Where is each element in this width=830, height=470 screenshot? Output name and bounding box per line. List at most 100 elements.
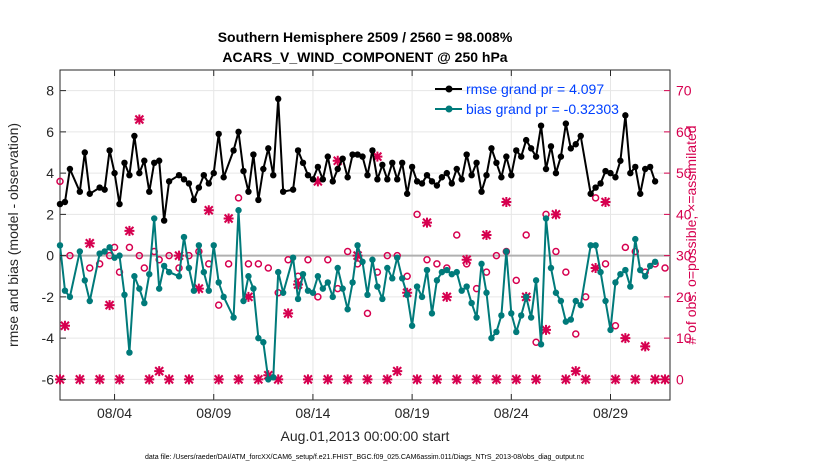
obs-possible-point <box>591 194 600 202</box>
rmse-point <box>428 178 436 185</box>
rmse-point <box>627 169 634 177</box>
bias-point <box>572 297 579 305</box>
obs-assimilated-point <box>531 374 542 385</box>
bias-point <box>220 293 227 301</box>
bias-point <box>155 285 163 292</box>
bias-point <box>314 273 322 280</box>
rmse-point <box>622 112 629 119</box>
rmse-point <box>324 153 332 160</box>
bias-point <box>86 297 93 305</box>
rmse-point <box>86 190 93 197</box>
bias-point <box>215 279 222 286</box>
bias-point <box>403 291 411 299</box>
rmse-point <box>146 188 153 195</box>
obs-assimilated-point <box>421 217 432 228</box>
bias-point <box>423 266 431 274</box>
bias-point <box>527 314 535 321</box>
bias-point <box>513 328 520 336</box>
obs-assimilated-point <box>412 374 423 385</box>
bias-point <box>180 233 188 241</box>
rmse-point <box>552 169 560 177</box>
obs-assimilated-point <box>124 225 135 236</box>
obs-possible-point <box>522 231 530 239</box>
obs-possible-point <box>423 256 431 264</box>
bias-point <box>478 260 485 268</box>
rmse-point <box>468 171 475 179</box>
obs-possible-point <box>661 264 669 272</box>
bias-point <box>141 299 148 307</box>
obs-possible-point <box>254 260 263 268</box>
rmse-point <box>220 174 227 181</box>
rmse-point <box>151 159 158 167</box>
bias-point <box>81 277 88 284</box>
obs-possible-point <box>165 251 173 260</box>
bias-point <box>175 273 183 280</box>
rmse-point <box>478 188 485 195</box>
rmse-point <box>205 180 212 187</box>
rmse-point <box>121 159 128 167</box>
obs-assimilated-point <box>342 374 353 385</box>
rmse-point <box>389 159 396 167</box>
bias-point <box>146 270 153 278</box>
rmse-point <box>612 174 619 181</box>
rmse-point <box>379 161 386 169</box>
bias-point <box>587 242 594 249</box>
y-tick-label-left: 4 <box>46 165 54 181</box>
bias-point <box>438 268 446 276</box>
obs-possible-point <box>512 276 521 285</box>
obs-possible-point <box>125 243 134 252</box>
y-axis-label-right: # of obs: o=possible; ×=assimilated <box>683 125 699 344</box>
obs-assimilated-point <box>560 374 571 385</box>
obs-possible-point <box>433 260 441 268</box>
bias-point <box>210 242 217 249</box>
rmse-point <box>195 184 203 191</box>
rmse-point <box>56 200 64 208</box>
obs-assimilated-point <box>650 374 661 385</box>
bias-point <box>61 287 69 294</box>
y-tick-label-right: 60 <box>676 124 692 140</box>
obs-assimilated-point <box>461 254 472 265</box>
rmse-point <box>542 165 550 173</box>
bias-point <box>632 235 639 243</box>
obs-assimilated-point <box>620 333 631 344</box>
obs-possible-point <box>492 251 501 260</box>
rmse-point <box>488 145 495 152</box>
bias-point <box>101 248 108 255</box>
obs-assimilated-point <box>59 320 70 331</box>
obs-assimilated-point <box>104 300 115 311</box>
rmse-point <box>111 169 118 177</box>
rmse-point <box>185 180 193 187</box>
rmse-point <box>344 174 351 181</box>
bias-point <box>453 268 460 276</box>
bias-point <box>642 273 649 280</box>
obs-assimilated-point <box>630 374 641 385</box>
rmse-point <box>398 159 406 167</box>
bias-point <box>428 310 436 317</box>
rmse-point <box>175 171 183 179</box>
bias-point <box>488 334 495 342</box>
bias-point <box>260 339 267 346</box>
rmse-point <box>180 176 188 183</box>
obs-assimilated-point <box>183 374 194 385</box>
bias-point <box>364 291 371 299</box>
bias-point <box>96 250 103 257</box>
rmse-point <box>562 120 570 127</box>
rmse-point <box>215 130 222 138</box>
rmse-point <box>547 143 555 150</box>
obs-assimilated-point <box>144 374 155 385</box>
bias-point <box>265 376 272 383</box>
obs-assimilated-point <box>322 374 333 385</box>
obs-assimilated-point <box>550 209 561 220</box>
y-tick-label-left: 6 <box>46 124 54 140</box>
bias-point <box>463 283 470 290</box>
rmse-point <box>116 200 123 208</box>
rmse-point <box>394 176 401 183</box>
rmse-point <box>160 217 168 224</box>
obs-assimilated-point <box>392 366 403 377</box>
x-axis: 08/04 08/09 08/14 08/19 08/24 08/29 <box>97 70 628 421</box>
obs-assimilated-point <box>203 205 214 216</box>
rmse-point <box>126 171 133 179</box>
rmse-point <box>592 184 599 191</box>
